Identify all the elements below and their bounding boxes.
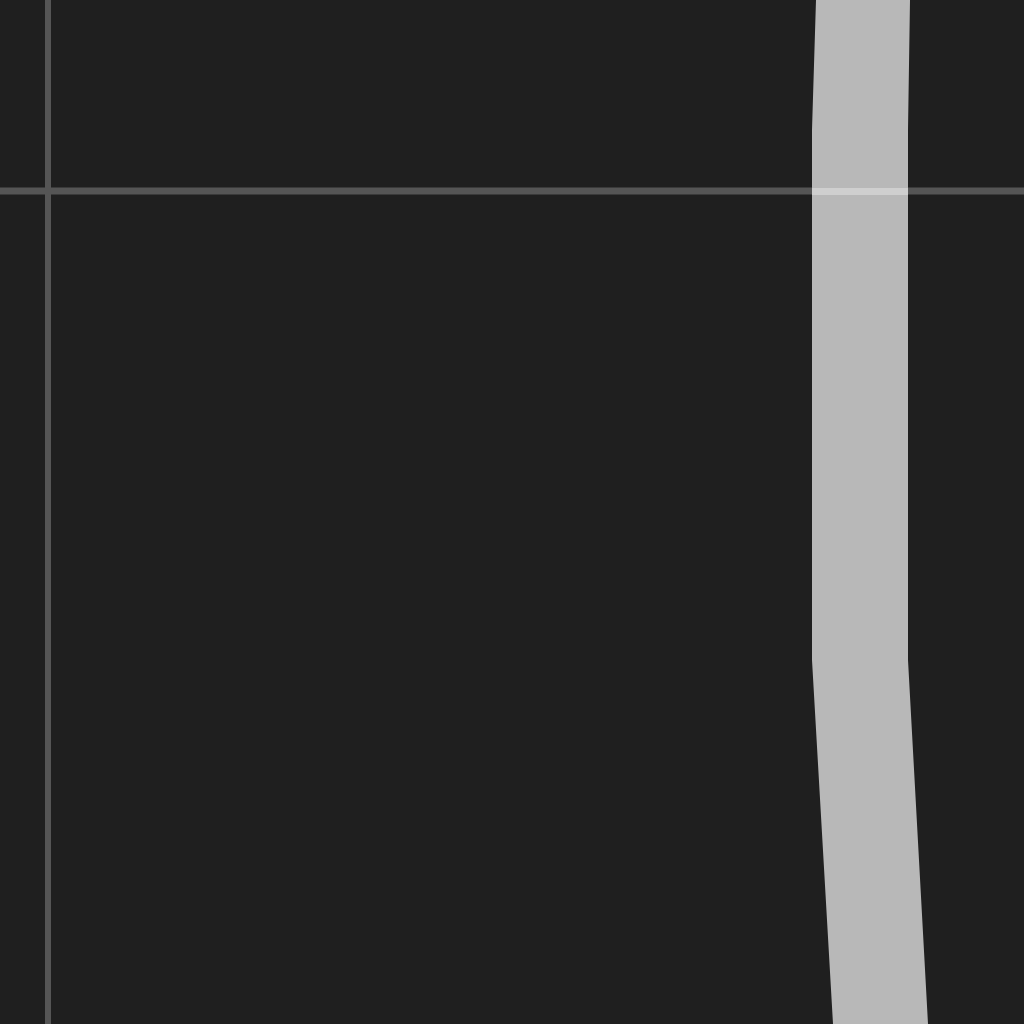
major-road[interactable] (812, 0, 928, 1024)
road-crossing (812, 188, 908, 195)
